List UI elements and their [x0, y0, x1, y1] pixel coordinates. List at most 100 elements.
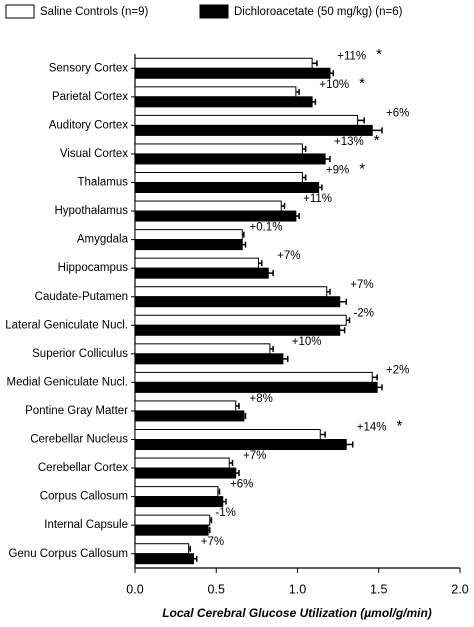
x-tick-label: 0.5: [208, 582, 225, 596]
error-bar: [243, 412, 247, 419]
annotation-label: +0.1%: [250, 222, 283, 234]
annotation-label: +9%: [326, 165, 349, 177]
error-bar: [302, 174, 307, 181]
error-bar: [320, 431, 326, 438]
error-bar: [282, 355, 289, 362]
annotation-label: +10%: [319, 79, 349, 91]
y-tick-label: Pontine Gray Matter: [25, 405, 128, 417]
annotation-label: +14%: [357, 422, 387, 434]
significance-star: *: [396, 417, 402, 434]
x-tick-label: 1.5: [370, 582, 387, 596]
annotation-label: +7%: [201, 536, 224, 548]
bar: [134, 486, 219, 498]
error-bar: [208, 527, 211, 534]
y-tick-label: Caudate-Putamen: [35, 291, 128, 303]
bar: [134, 353, 284, 365]
error-bar: [295, 213, 300, 220]
bar: [134, 429, 321, 440]
legend-swatch: [199, 4, 229, 19]
error-bar: [209, 517, 213, 524]
bar: [134, 324, 341, 336]
bar: [134, 200, 282, 212]
bar: [134, 114, 359, 126]
error-bar: [312, 60, 318, 67]
y-tick-label: Hippocampus: [58, 262, 129, 274]
annotation-label: +7%: [277, 250, 300, 262]
bar: [134, 124, 373, 136]
annotation-label: -2%: [354, 307, 374, 319]
significance-star: *: [359, 75, 365, 92]
error-bar: [229, 460, 234, 467]
y-tick-label: Internal Capsule: [44, 519, 128, 531]
error-bar: [235, 402, 240, 409]
error-bar: [377, 384, 383, 391]
annotation-label: +7%: [350, 279, 373, 291]
bar: [134, 467, 237, 479]
y-tick-label: Auditory Cortex: [49, 119, 129, 131]
annotation-label: +8%: [250, 393, 273, 405]
y-tick-label: Medial Geniculate Nucl.: [7, 376, 128, 388]
annotation-label: +13%: [334, 136, 364, 148]
bar: [134, 314, 347, 326]
bar: [134, 67, 331, 79]
error-bar: [188, 545, 191, 552]
annotation-label: +11%: [303, 193, 332, 205]
error-bar: [339, 327, 346, 334]
legend-swatch: [5, 4, 35, 19]
error-bar: [346, 317, 351, 324]
y-tick-label: Thalamus: [78, 177, 129, 189]
error-bar: [372, 374, 378, 381]
error-bar: [258, 260, 263, 267]
y-tick-label: Cerebellar Nucleus: [30, 434, 128, 446]
annotation-label: +6%: [230, 479, 253, 491]
y-tick-label: Visual Cortex: [60, 148, 128, 160]
x-tick-label: 2.0: [451, 582, 468, 596]
significance-star: *: [374, 132, 380, 149]
error-bar: [302, 145, 307, 152]
error-bar: [346, 441, 354, 448]
bar: [134, 410, 245, 422]
bar: [134, 267, 269, 279]
error-bar: [217, 488, 221, 495]
error-bar: [193, 555, 198, 562]
bar: [134, 182, 320, 193]
bar: [134, 153, 326, 165]
bar: [134, 239, 243, 251]
bar: [134, 96, 313, 108]
bar: [134, 400, 237, 412]
x-tick-label: 1.0: [289, 582, 306, 596]
error-bar: [330, 70, 334, 77]
bar: [134, 172, 303, 183]
bar: [134, 343, 271, 355]
error-bar: [325, 155, 331, 162]
bar: [134, 457, 230, 469]
bar: [134, 553, 194, 565]
error-bar: [312, 98, 317, 105]
y-tick-label: Cerebellar Cortex: [38, 462, 128, 474]
annotation-label: +6%: [386, 107, 409, 119]
annotation-label: -1%: [215, 507, 235, 519]
bar: [134, 296, 341, 308]
x-axis-title: Local Cerebral Glucose Utilization (µmol…: [162, 606, 432, 620]
bar: [134, 286, 328, 298]
annotation-label: +2%: [386, 364, 409, 376]
y-tick-label: Sensory Cortex: [49, 62, 129, 74]
error-bar: [295, 88, 300, 95]
error-bar: [268, 270, 274, 277]
bar: [134, 524, 209, 536]
error-bar: [269, 345, 274, 352]
y-tick-label: Lateral Geniculate Nucl.: [5, 319, 128, 331]
bar: [134, 86, 297, 98]
bar: [134, 543, 190, 555]
bar: [134, 229, 243, 241]
bar: [134, 143, 303, 155]
y-tick-label: Hypothalamus: [54, 205, 128, 217]
error-bar: [222, 498, 227, 505]
y-tick-label: Parietal Cortex: [52, 91, 128, 103]
error-bar: [281, 203, 286, 210]
x-tick-label: 0.0: [126, 582, 143, 596]
error-bar: [357, 117, 365, 124]
error-bar: [372, 127, 383, 134]
error-bar: [242, 241, 247, 248]
